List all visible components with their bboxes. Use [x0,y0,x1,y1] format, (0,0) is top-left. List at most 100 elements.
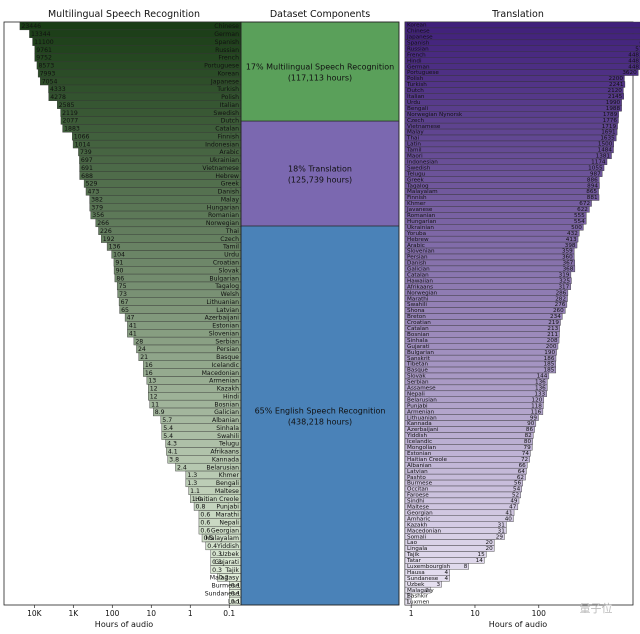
left-value-label: 136 [109,244,121,251]
left-bar [34,53,242,62]
left-value-label: 379 [91,204,103,211]
right-category-label: Hausa [407,570,425,576]
left-value-label: 1883 [64,126,80,133]
right-value-label: 276 [555,302,566,308]
left-value-label: 0.1 [231,598,241,605]
right-category-label: Slovak [407,374,426,380]
right-bar [404,176,600,183]
left-category-label: Spanish [215,39,240,46]
right-x-tick-label: 1 [409,609,414,618]
left-category-label: Sundanese [205,590,239,597]
right-value-label: 2200 [609,76,624,82]
right-category-label: Lingala [407,546,427,552]
left-value-label: 16 [145,370,153,377]
right-category-label: Greek [407,177,425,183]
right-category-label: Macedonian [407,528,442,534]
right-value-label: 1719 [602,124,617,130]
right-category-label: Belarusian [407,397,437,403]
left-category-label: Kannada [212,456,239,463]
left-x-tick-label: 1K [68,609,79,618]
right-bar [404,265,576,273]
right-value-label: 185 [544,368,555,374]
component-segment-hours: (438,218 hours) [288,418,352,427]
left-value-label: 4.1 [168,449,178,456]
right-category-label: Swedish [407,165,431,171]
right-value-label: 74 [522,451,530,457]
left-bar [32,37,242,46]
left-category-label: Malagasy [210,575,240,582]
left-category-label: Romanian [208,212,239,219]
left-category-label: Bosnian [214,401,239,408]
left-category-label: French [218,55,239,62]
left-chart-x-axis: 10K 1K 100 10 1 0.1 [27,605,235,618]
right-value-label: 622 [577,207,588,213]
right-bar [404,182,600,189]
left-value-label: 12 [150,393,158,400]
left-bar [19,21,242,31]
right-category-label: Lithuanian [407,415,437,421]
left-value-label: 86 [116,275,124,282]
right-value-label: 1776 [603,118,618,124]
right-bar [404,140,614,148]
left-category-label: Haitian Creole [195,496,239,503]
left-category-label: Yiddish [216,543,239,550]
left-value-label: 8573 [38,63,54,70]
right-category-label: Maori [407,154,423,160]
left-value-label: 9761 [36,47,52,54]
right-value-label: 1055 [588,165,603,171]
right-value-label: 3 [437,582,441,588]
component-segment-hours: (117,113 hours) [288,74,352,83]
right-bar [404,200,592,207]
right-value-label: 1691 [601,130,616,136]
left-value-label: 11100 [34,39,54,46]
right-bar [404,146,614,154]
right-value-label: 4481 [628,58,640,64]
component-segment-label: 18% Translation [288,165,352,174]
right-category-label: Norwegian [407,290,438,296]
right-bar [404,81,626,88]
right-category-label: Hebrew [407,237,429,243]
right-category-label: Yiddish [406,433,427,439]
right-category-label: Shona [407,308,425,314]
left-value-label: 24 [138,346,146,353]
left-value-label: 7054 [42,78,58,85]
right-value-label: 31 [498,522,506,528]
right-value-label: 1484 [598,148,613,154]
right-category-label: Luxembourgish [407,564,451,570]
right-category-label: Haitian Creole [407,457,447,463]
right-bar [404,598,412,606]
left-bar [62,124,242,133]
left-value-label: 1.3 [187,480,197,487]
right-category-label: Malay [407,130,424,136]
right-category-label: Japanese [406,35,433,41]
left-category-label: Tagalog [214,283,239,290]
right-category-label: Telugu [406,171,426,177]
right-category-label: Kannada [407,421,432,427]
right-value-label: 881 [587,195,598,201]
right-bar [404,313,563,320]
right-category-label: Sindhi [407,499,425,505]
right-category-label: Thai [406,136,419,142]
right-category-label: Armenian [407,409,435,415]
right-category-label: Malagasy [407,588,434,594]
right-value-label: 1988 [606,106,621,112]
right-category-label: Urdu [407,100,421,106]
left-category-label: Turkish [216,86,239,93]
left-category-label: Lao [228,598,239,605]
left-category-label: Hungarian [207,204,239,211]
left-value-label: 0.1 [231,583,241,590]
right-category-label: Icelandic [407,439,432,445]
left-value-label: 75 [119,283,127,290]
right-bar [404,99,622,106]
component-segment-hours: (125,739 hours) [288,176,352,185]
right-category-label: Basque [407,368,428,374]
right-bar [404,295,568,302]
left-category-label: Serbian [215,338,239,345]
left-value-label: 1.1 [190,488,200,495]
right-bar [404,253,575,261]
left-category-label: Hebrew [215,173,239,180]
right-value-label: 62 [517,475,525,481]
component-segment [240,225,400,606]
right-bar [404,87,624,94]
right-value-label: 1381 [596,154,611,160]
